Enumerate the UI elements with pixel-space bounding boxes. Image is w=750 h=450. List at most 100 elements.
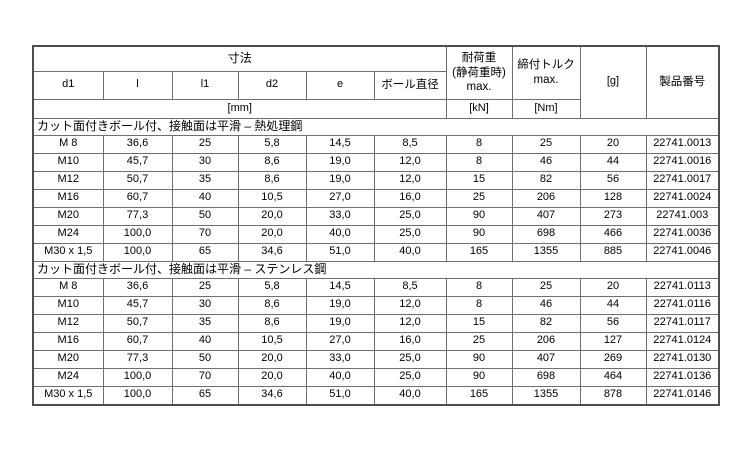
dimensions-group-header: 寸法 bbox=[32, 45, 447, 72]
cell-product-number: 22741.0117 bbox=[645, 313, 720, 333]
table-row: M12 50,7 35 8,6 19,0 12,0 15 82 56 22741.0117 bbox=[32, 313, 720, 333]
cell-weight-g: 464 bbox=[579, 367, 647, 387]
cell-weight-g: 878 bbox=[579, 385, 647, 405]
header-row-units: [mm] [kN] [Nm] bbox=[32, 98, 719, 119]
cell-weight-g: 20 bbox=[579, 134, 647, 154]
unit-mm: [mm] bbox=[32, 98, 447, 119]
product-number-header: 製品番号 bbox=[645, 45, 720, 119]
cell-e: 19,0 bbox=[305, 313, 375, 333]
cell-torque-nm: 46 bbox=[511, 295, 581, 315]
cell-ball-diameter: 16,0 bbox=[373, 188, 447, 208]
cell-l1: 25 bbox=[171, 277, 239, 297]
cell-ball-diameter: 40,0 bbox=[373, 242, 447, 262]
cell-load-kn: 25 bbox=[445, 188, 513, 208]
cell-l: 50,7 bbox=[102, 170, 173, 190]
cell-d2: 34,6 bbox=[237, 385, 307, 405]
cell-d1: M20 bbox=[32, 349, 104, 369]
cell-l1: 35 bbox=[171, 170, 239, 190]
cell-l: 36,6 bbox=[102, 277, 173, 297]
cell-product-number: 22741.0017 bbox=[645, 170, 720, 190]
section-title: カット面付きボール付、接触面は平滑 – 熱処理鋼 bbox=[32, 117, 720, 136]
cell-torque-nm: 1355 bbox=[511, 242, 581, 262]
cell-d2: 20,0 bbox=[237, 367, 307, 387]
cell-load-kn: 15 bbox=[445, 170, 513, 190]
section-title-row: カット面付きボール付、接触面は平滑 – ステンレス鋼 bbox=[32, 260, 720, 279]
col-header-l1: l1 bbox=[171, 70, 239, 100]
cell-torque-nm: 46 bbox=[511, 152, 581, 172]
cell-weight-g: 20 bbox=[579, 277, 647, 297]
cell-d1: M16 bbox=[32, 188, 104, 208]
weight-header: [g] bbox=[579, 45, 647, 119]
cell-l: 100,0 bbox=[102, 224, 173, 244]
cell-ball-diameter: 16,0 bbox=[373, 331, 447, 351]
header-row-groups: 寸法 耐荷重 (静荷重時) max. 締付トルク max. [g] 製品番号 bbox=[32, 45, 720, 119]
cell-e: 27,0 bbox=[305, 188, 375, 208]
cell-d2: 5,8 bbox=[237, 277, 307, 297]
cell-e: 27,0 bbox=[305, 331, 375, 351]
cell-e: 14,5 bbox=[305, 277, 375, 297]
cell-torque-nm: 698 bbox=[511, 224, 581, 244]
table-row: M 8 36,6 25 5,8 14,5 8,5 8 25 20 22741.0013 bbox=[32, 134, 720, 154]
cell-l: 100,0 bbox=[102, 367, 173, 387]
cell-weight-g: 269 bbox=[579, 349, 647, 369]
cell-weight-g: 44 bbox=[579, 295, 647, 315]
cell-product-number: 22741.0113 bbox=[645, 277, 720, 297]
cell-l: 60,7 bbox=[102, 188, 173, 208]
table-body: カット面付きボール付、接触面は平滑 – 熱処理鋼 M 8 36,6 25 5,8 14,5… bbox=[32, 117, 720, 405]
cell-load-kn: 90 bbox=[445, 206, 513, 226]
col-header-d2: d2 bbox=[237, 70, 307, 100]
cell-ball-diameter: 12,0 bbox=[373, 295, 447, 315]
cell-ball-diameter: 25,0 bbox=[373, 367, 447, 387]
tightening-torque-line1: 締付トルク bbox=[517, 59, 575, 72]
cell-l: 100,0 bbox=[102, 385, 173, 405]
cell-torque-nm: 82 bbox=[511, 170, 581, 190]
cell-e: 14,5 bbox=[305, 134, 375, 154]
table-row: M30 x 1,5 100,0 65 34,6 51,0 40,0 165 1355 885 22… bbox=[32, 242, 720, 262]
cell-load-kn: 8 bbox=[445, 277, 513, 297]
cell-d1: M12 bbox=[32, 170, 104, 190]
cell-d1: M 8 bbox=[32, 134, 104, 154]
cell-l1: 30 bbox=[171, 152, 239, 172]
cell-l1: 40 bbox=[171, 331, 239, 351]
cell-product-number: 22741.0136 bbox=[645, 367, 720, 387]
cell-l: 45,7 bbox=[102, 295, 173, 315]
table-row: M20 77,3 50 20,0 33,0 25,0 90 407 273 22741.003 bbox=[32, 206, 720, 226]
cell-load-kn: 15 bbox=[445, 313, 513, 333]
cell-load-kn: 8 bbox=[445, 134, 513, 154]
cell-weight-g: 128 bbox=[579, 188, 647, 208]
cell-load-kn: 165 bbox=[445, 242, 513, 262]
load-capacity-line2: (静荷重時) bbox=[452, 66, 506, 79]
cell-torque-nm: 25 bbox=[511, 277, 581, 297]
cell-d1: M10 bbox=[32, 295, 104, 315]
cell-l1: 50 bbox=[171, 206, 239, 226]
cell-product-number: 22741.0146 bbox=[645, 385, 720, 405]
cell-ball-diameter: 40,0 bbox=[373, 385, 447, 405]
cell-l: 36,6 bbox=[102, 134, 173, 154]
cell-l: 77,3 bbox=[102, 349, 173, 369]
cell-e: 19,0 bbox=[305, 295, 375, 315]
cell-torque-nm: 206 bbox=[511, 188, 581, 208]
cell-e: 51,0 bbox=[305, 385, 375, 405]
cell-load-kn: 90 bbox=[445, 367, 513, 387]
cell-l1: 30 bbox=[171, 295, 239, 315]
section-title: カット面付きボール付、接触面は平滑 – ステンレス鋼 bbox=[32, 260, 720, 279]
cell-d2: 8,6 bbox=[237, 295, 307, 315]
table-row: M10 45,7 30 8,6 19,0 12,0 8 46 44 22741.0116 bbox=[32, 295, 720, 315]
cell-load-kn: 8 bbox=[445, 152, 513, 172]
cell-l1: 65 bbox=[171, 385, 239, 405]
cell-d1: M30 x 1,5 bbox=[32, 242, 104, 262]
cell-product-number: 22741.0036 bbox=[645, 224, 720, 244]
cell-d2: 8,6 bbox=[237, 313, 307, 333]
cell-d1: M12 bbox=[32, 313, 104, 333]
load-capacity-line1: 耐荷重 bbox=[461, 52, 497, 65]
cell-torque-nm: 25 bbox=[511, 134, 581, 154]
table-row: M24 100,0 70 20,0 40,0 25,0 90 698 464 22741.0136 bbox=[32, 367, 720, 387]
cell-d1: M 8 bbox=[32, 277, 104, 297]
cell-l1: 70 bbox=[171, 367, 239, 387]
cell-l1: 25 bbox=[171, 134, 239, 154]
header-row-columns: d1 l l1 d2 e ボール直径 bbox=[32, 70, 719, 100]
table-row: M16 60,7 40 10,5 27,0 16,0 25 206 128 22741.0024 bbox=[32, 188, 720, 208]
cell-product-number: 22741.0024 bbox=[645, 188, 720, 208]
tightening-torque-line2: max. bbox=[533, 73, 559, 86]
cell-torque-nm: 407 bbox=[511, 349, 581, 369]
